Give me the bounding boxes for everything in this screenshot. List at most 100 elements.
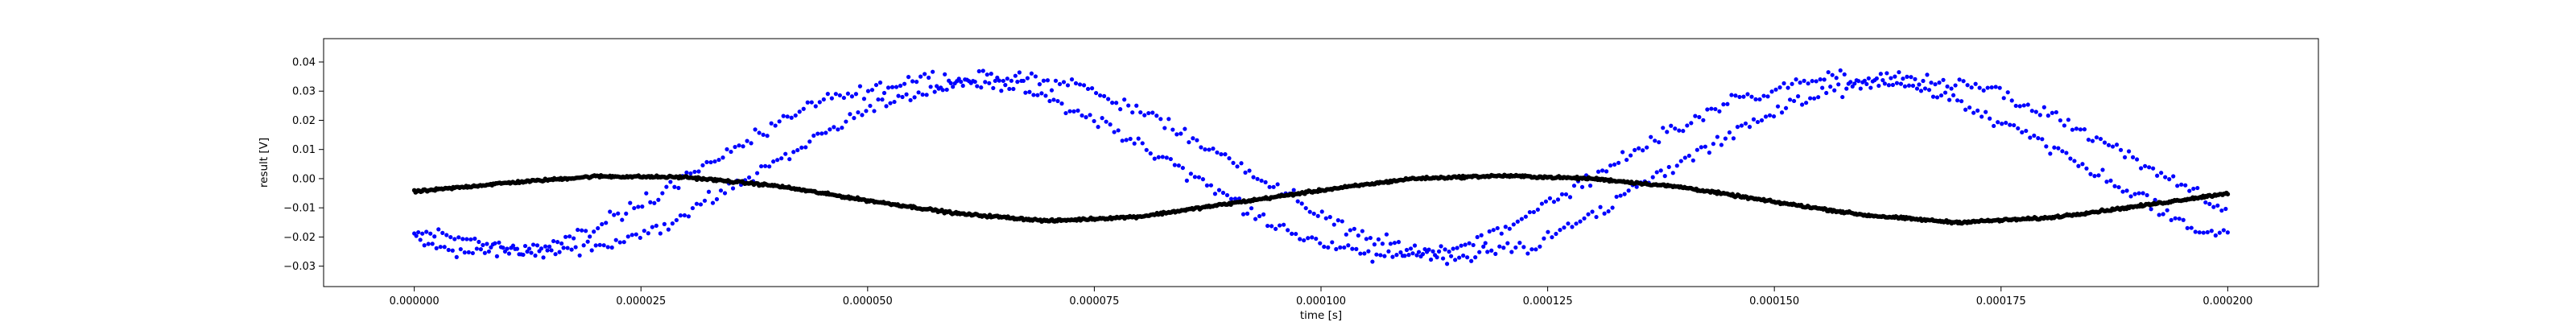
data-point-blue [720,155,725,160]
data-point-blue [1814,79,1818,84]
data-point-blue [1009,78,1013,83]
data-point-blue [1029,71,1034,76]
data-point-blue [2008,122,2013,127]
data-point-blue [2197,230,2202,235]
data-point-blue [999,89,1004,93]
data-point-blue [1914,86,1920,91]
data-point-blue [1818,77,1823,82]
data-point-blue [849,94,854,99]
data-point-blue [1092,118,1096,124]
data-point-blue [454,254,459,259]
data-point-blue [1771,114,1777,119]
data-point-blue [2193,229,2198,234]
data-point-blue [1571,184,1577,188]
data-point-blue [1162,126,1167,130]
data-point-blue [642,229,646,233]
data-point-blue [783,151,788,156]
data-point-blue [1231,160,1236,166]
data-point-blue [1836,82,1841,87]
data-point-blue [470,250,475,256]
data-point-blue [539,246,544,251]
data-point-blue [424,229,429,234]
data-point-blue [960,83,965,89]
data-point-blue [2191,186,2196,192]
data-point-blue [1445,262,1450,266]
data-point-blue [1650,175,1655,180]
data-point-blue [1802,78,1806,83]
data-point-blue [2086,137,2091,142]
data-point-blue [1274,226,1278,231]
data-point-blue [1326,245,1331,250]
data-point-blue [2145,192,2149,198]
data-point-blue [2088,171,2093,176]
data-point-blue [832,125,836,130]
data-point-blue [1027,89,1032,94]
data-point-blue [2209,229,2214,233]
data-point-blue [1330,240,1335,245]
data-point-blue [684,170,689,175]
data-point-blue [1253,217,1258,221]
data-point-blue [1963,107,1968,112]
data-point-blue [972,79,977,85]
data-point-blue [710,200,716,205]
data-point-blue [1023,90,1028,95]
data-point-blue [1378,253,1383,258]
data-point-blue [2060,149,2065,154]
data-point-blue [829,96,834,101]
data-point-blue [1886,83,1891,88]
data-point-blue [676,185,681,191]
data-point-blue [440,230,445,235]
data-point-blue [2169,217,2174,223]
data-point-blue [1015,80,1020,85]
data-point-blue [686,214,691,219]
data-point-blue [2177,217,2182,221]
data-point-blue [1479,233,1484,237]
data-point-blue [1751,117,1757,122]
data-point-blue [553,252,558,257]
data-point-blue [1372,242,1377,247]
data-point-blue [1634,184,1639,189]
data-point-blue [1616,160,1621,165]
data-point-blue [755,171,760,175]
data-point-blue [1122,97,1127,102]
data-point-blue [1156,155,1161,159]
data-point-blue [1826,70,1831,75]
data-point-blue [1874,76,1879,81]
data-point-blue [1043,93,1048,98]
y-axis-label: result [V] [258,138,270,188]
data-point-blue [1662,174,1667,179]
data-point-blue [613,237,618,242]
data-point-blue [985,72,989,77]
data-point-blue [924,93,929,97]
data-point-blue [860,113,865,118]
data-point-blue [2041,105,2046,109]
data-point-blue [951,85,956,89]
data-point-blue [1578,219,1583,224]
data-point-blue [1513,245,1518,250]
data-point-blue [1299,201,1304,206]
data-point-blue [819,131,824,136]
data-point-blue [2090,138,2095,143]
data-point-blue [1247,168,1252,173]
data-point-blue [563,234,568,239]
data-point-blue [609,245,614,250]
data-point-blue [2163,175,2168,180]
data-point-blue [1604,169,1609,174]
data-point-blue [724,147,729,152]
data-point-blue [1208,183,1214,188]
data-point-blue [596,225,601,231]
data-point-blue [1489,248,1494,253]
data-point-blue [592,229,597,234]
data-point-blue [2116,184,2121,190]
data-point-blue [1108,122,1113,127]
x-tick-label: 0.000125 [1523,295,1573,308]
data-point-blue [1196,175,1201,180]
data-point-blue [1207,147,1212,152]
data-point-blue [1203,147,1208,152]
data-point-blue [840,126,844,130]
data-point-blue [2221,228,2226,233]
data-point-blue [430,242,435,246]
data-point-blue [888,101,893,105]
data-point-blue [1290,231,1294,236]
data-point-blue [588,234,592,239]
